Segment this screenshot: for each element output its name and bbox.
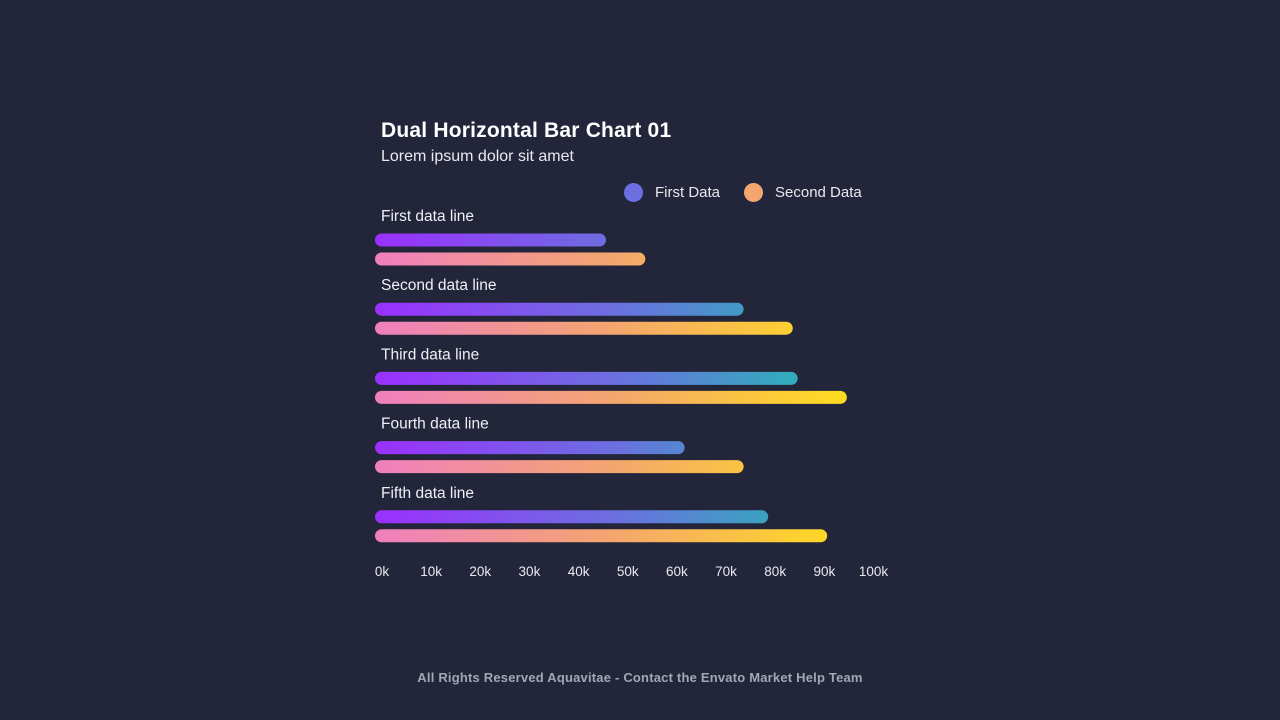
category-label-fourth-data-line: Fourth data line <box>381 416 489 433</box>
chart-legend: First Data Second Data <box>624 183 862 202</box>
x-tick-label-70k: 70k <box>715 564 737 579</box>
legend-item-second-data[interactable]: Second Data <box>744 183 862 202</box>
x-tick-label-30k: 30k <box>519 564 541 579</box>
bar-first-data-third-data-line[interactable] <box>375 371 798 385</box>
category-label-third-data-line: Third data line <box>381 346 479 363</box>
x-tick-label-90k: 90k <box>813 564 835 579</box>
x-tick-label-40k: 40k <box>568 564 590 579</box>
bar-second-data-third-data-line[interactable] <box>375 390 847 404</box>
footer-credit: All Rights Reserved Aquavitae - Contact … <box>417 670 863 685</box>
bar-first-data-fifth-data-line[interactable] <box>375 510 769 524</box>
bar-second-data-first-data-line[interactable] <box>375 252 646 266</box>
bar-first-data-fourth-data-line[interactable] <box>375 441 685 455</box>
bar-second-data-fourth-data-line[interactable] <box>375 460 744 474</box>
legend-swatch-second-data <box>744 183 764 202</box>
bar-second-data-second-data-line[interactable] <box>375 321 793 335</box>
legend-item-first-data[interactable]: First Data <box>624 183 720 202</box>
category-label-fifth-data-line: Fifth data line <box>381 485 474 502</box>
x-tick-label-0k: 0k <box>375 564 390 579</box>
x-tick-label-20k: 20k <box>469 564 491 579</box>
chart-title: Dual Horizontal Bar Chart 01 <box>381 119 672 142</box>
legend-label-first-data: First Data <box>655 184 721 201</box>
x-tick-label-80k: 80k <box>764 564 786 579</box>
bar-second-data-fifth-data-line[interactable] <box>375 529 828 543</box>
legend-swatch-first-data <box>624 183 643 202</box>
bar-first-data-first-data-line[interactable] <box>375 233 607 247</box>
category-label-second-data-line: Second data line <box>381 277 496 294</box>
x-tick-label-100k: 100k <box>859 564 889 579</box>
category-label-first-data-line: First data line <box>381 208 474 225</box>
x-tick-label-50k: 50k <box>617 564 639 579</box>
chart-subtitle: Lorem ipsum dolor sit amet <box>381 148 574 165</box>
legend-label-second-data: Second Data <box>775 184 862 201</box>
bar-first-data-second-data-line[interactable] <box>375 302 744 316</box>
x-tick-label-60k: 60k <box>666 564 688 579</box>
x-tick-label-10k: 10k <box>420 564 442 579</box>
